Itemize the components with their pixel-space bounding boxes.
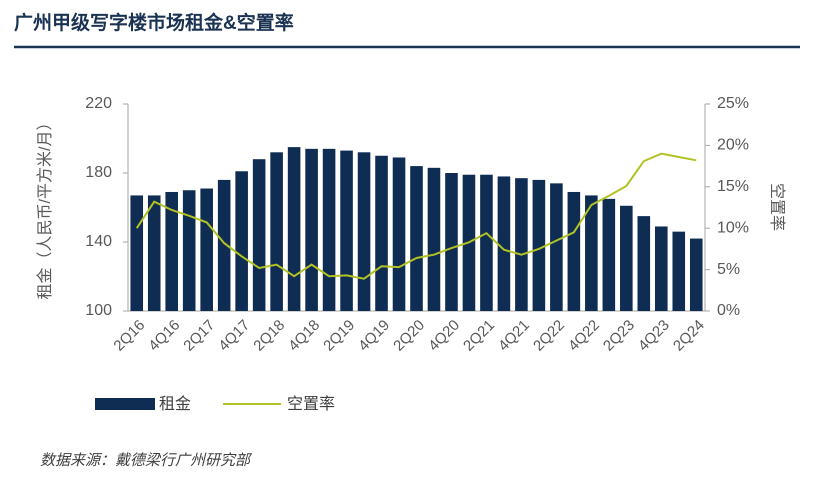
y2-tick-label: 25% — [717, 95, 749, 112]
x-tick-label: 4Q21 — [495, 317, 533, 355]
bar — [322, 148, 336, 311]
x-tick-label: 2Q17 — [180, 317, 218, 355]
bar — [357, 152, 371, 311]
x-tick-label: 4Q23 — [635, 317, 673, 355]
x-tick-label: 2Q24 — [670, 317, 708, 355]
bar — [252, 159, 266, 311]
y-axis-label: 租金（人民币/平方米/月） — [36, 115, 54, 300]
x-tick-label: 4Q19 — [355, 317, 393, 355]
x-tick-label: 4Q17 — [215, 317, 253, 355]
x-tick-label: 4Q18 — [285, 317, 323, 355]
y-tick-label: 220 — [85, 95, 112, 112]
bar — [147, 195, 161, 311]
bar — [270, 152, 283, 311]
bar — [689, 238, 703, 311]
bar — [445, 173, 458, 311]
bar — [637, 216, 651, 311]
bar — [654, 226, 668, 311]
bar — [200, 188, 213, 311]
bar — [235, 171, 248, 311]
bar — [305, 148, 318, 311]
y2-tick-label: 5% — [717, 261, 740, 278]
bar — [410, 166, 423, 311]
bar — [672, 231, 686, 311]
x-tick-label: 2Q23 — [600, 317, 638, 355]
legend-swatch — [95, 398, 155, 410]
y-tick-label: 100 — [85, 302, 112, 319]
y2-tick-label: 15% — [717, 178, 749, 195]
chart-title: 广州甲级写字楼市场租金&空置率 — [14, 11, 294, 34]
bar — [497, 176, 511, 311]
bar — [287, 147, 301, 311]
bar — [427, 167, 441, 311]
bar — [217, 179, 231, 311]
bar — [602, 198, 616, 311]
bar — [480, 174, 493, 311]
y2-tick-label: 0% — [717, 302, 740, 319]
source-note: 数据来源：戴德梁行广州研究部 — [40, 452, 253, 469]
bar — [392, 157, 406, 311]
bar — [532, 179, 546, 311]
x-tick-label: 4Q20 — [425, 317, 463, 355]
legend-label: 租金 — [159, 395, 191, 413]
bar — [165, 191, 179, 311]
y-tick-label: 140 — [85, 233, 112, 250]
y2-tick-label: 10% — [717, 219, 749, 236]
bar — [340, 150, 353, 311]
bar — [375, 155, 388, 311]
y2-axis-label: 空置率 — [768, 183, 786, 231]
x-tick-label: 2Q20 — [390, 317, 428, 355]
x-tick-label: 2Q16 — [110, 317, 148, 355]
x-tick-label: 2Q19 — [320, 317, 358, 355]
y-tick-label: 180 — [85, 164, 112, 181]
x-tick-label: 4Q16 — [145, 317, 183, 355]
x-tick-label: 4Q22 — [565, 317, 603, 355]
bar — [130, 195, 144, 311]
legend-label: 空置率 — [287, 395, 335, 413]
x-tick-label: 2Q22 — [530, 317, 568, 355]
bar — [620, 205, 633, 311]
y2-tick-label: 20% — [717, 137, 749, 154]
bar — [567, 191, 581, 311]
x-tick-label: 2Q21 — [460, 317, 498, 355]
bar — [585, 195, 598, 311]
x-tick-label: 2Q18 — [250, 317, 288, 355]
line — [135, 152, 697, 280]
bar — [550, 183, 563, 311]
bar — [515, 178, 528, 311]
bar — [182, 190, 196, 311]
